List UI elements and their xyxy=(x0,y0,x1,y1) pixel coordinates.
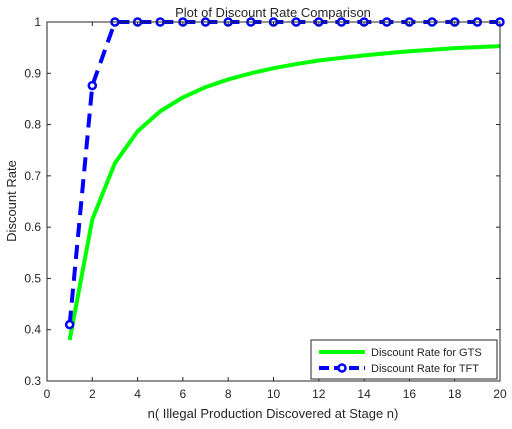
y-tick-label: 0.6 xyxy=(24,220,41,234)
x-tick-label: 12 xyxy=(312,387,326,401)
series-point xyxy=(64,319,75,330)
x-tick-label: 4 xyxy=(134,387,141,401)
y-tick-label: 0.5 xyxy=(24,271,41,285)
y-tick-label: 0.3 xyxy=(24,374,41,388)
legend-marker xyxy=(337,363,347,373)
x-tick-label: 18 xyxy=(448,387,462,401)
legend: Discount Rate for GTS Discount Rate for T… xyxy=(310,339,498,380)
x-tick-label: 2 xyxy=(89,387,96,401)
x-tick-label: 14 xyxy=(357,387,371,401)
legend-label: Discount Rate for TFT xyxy=(371,363,479,375)
chart-title: Plot of Discount Rate Comparison xyxy=(175,5,371,20)
x-tick-label: 0 xyxy=(44,387,51,401)
y-tick-label: 0.4 xyxy=(24,323,41,337)
y-axis-label: Discount Rate xyxy=(4,160,19,242)
y-tick-label: 1 xyxy=(34,15,41,29)
series-point xyxy=(87,80,98,91)
y-tick-label: 0.7 xyxy=(24,169,41,183)
x-tick-label: 6 xyxy=(180,387,187,401)
x-axis-label: n( Illegal Production Discovered at Stag… xyxy=(148,406,399,421)
plot-layer xyxy=(64,17,505,341)
x-tick-label: 20 xyxy=(493,387,507,401)
x-tick-label: 8 xyxy=(225,387,232,401)
legend-label: Discount Rate for GTS xyxy=(371,347,482,359)
y-tick-label: 0.9 xyxy=(24,66,41,80)
y-axis: 0.3 0.4 0.5 0.6 0.7 0.8 0.9 1 xyxy=(24,15,500,388)
x-tick-label: 16 xyxy=(403,387,417,401)
y-tick-label: 0.8 xyxy=(24,118,41,132)
plot-area-frame xyxy=(46,21,501,382)
x-tick-label: 10 xyxy=(267,387,281,401)
series-line-1 xyxy=(67,44,501,341)
